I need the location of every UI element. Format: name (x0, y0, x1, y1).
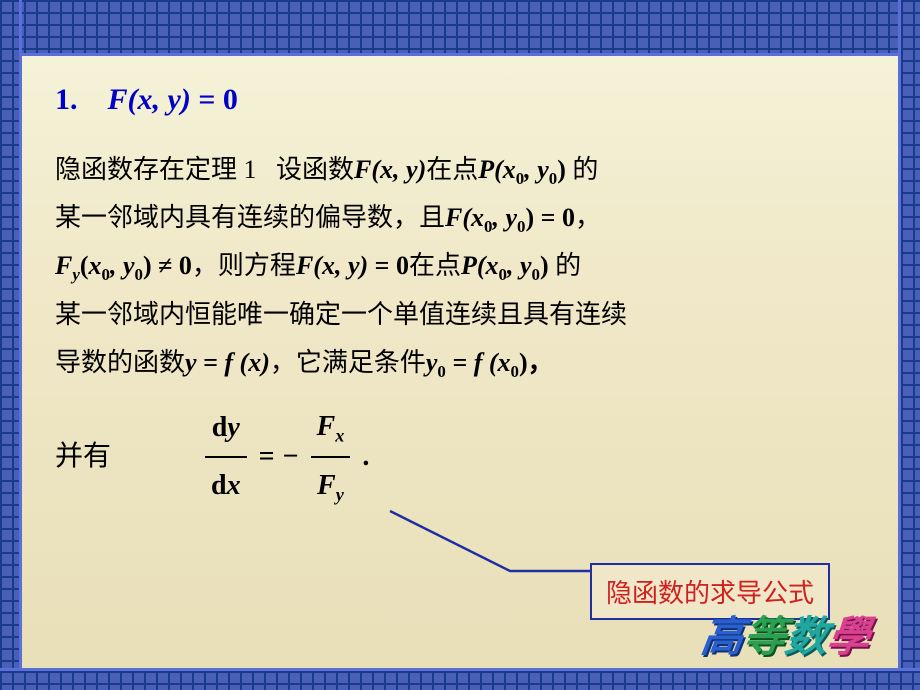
border-right (898, 0, 920, 690)
border-left (0, 0, 22, 690)
heading-number: 1. (55, 83, 78, 116)
callout-text: 隐函数的求导公式 (606, 579, 814, 608)
derivative-formula: 并有 ddyy dx = − Fx Fy . (55, 401, 875, 512)
content-area: 1. F(x, y) = 0 隐函数存在定理 1 设函数F(x, y)在点P(x… (55, 72, 875, 512)
theorem-text: 隐函数存在定理 1 设函数F(x, y)在点P(x0, y0) 的 某一邻域内具… (55, 146, 875, 388)
callout-pointer (380, 506, 610, 576)
section-heading: 1. F(x, y) = 0 (55, 72, 875, 128)
theorem-label: 隐函数存在定理 1 (55, 155, 257, 184)
border-top (0, 0, 920, 56)
callout-box: 隐函数的求导公式 (590, 563, 830, 620)
heading-eq-lhs: F(x, y) (108, 83, 191, 116)
frac-FxFy: Fx Fy (311, 401, 351, 512)
slide: 1. F(x, y) = 0 隐函数存在定理 1 设函数F(x, y)在点P(x… (0, 0, 920, 690)
border-bottom (0, 668, 920, 690)
frac-dydx: ddyy dx (205, 402, 247, 512)
formula-lead: 并有 (55, 431, 111, 483)
heading-eq-rhs: 0 (223, 83, 238, 116)
